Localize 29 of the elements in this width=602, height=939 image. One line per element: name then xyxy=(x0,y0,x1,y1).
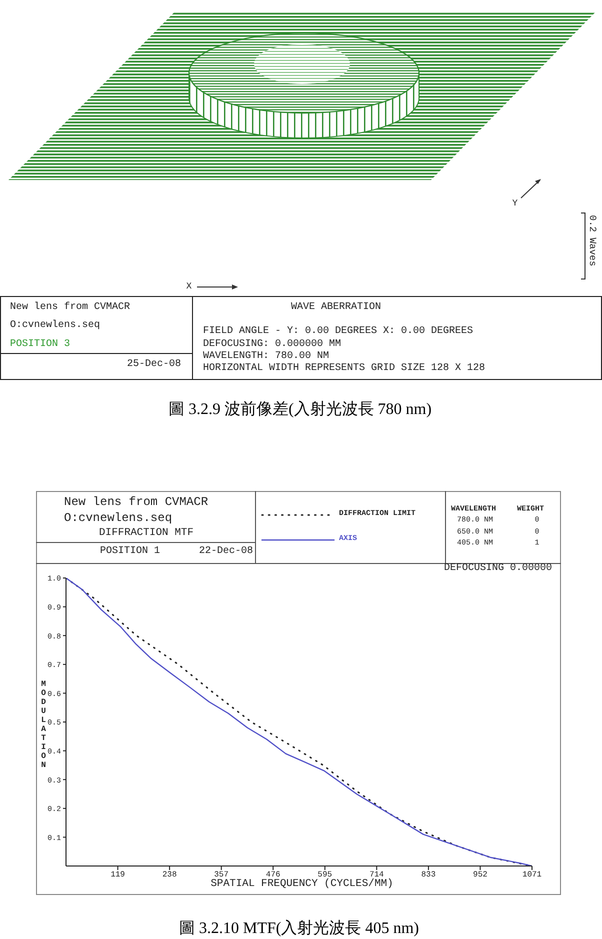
text: POSITION 3 xyxy=(10,339,70,350)
caption: 圖 3.2.10 MTF(入射光波長 405 nm) xyxy=(179,920,419,937)
text: WAVE ABERRATION xyxy=(290,302,382,313)
text: Y xyxy=(512,198,518,208)
x-tick-label: 357 xyxy=(214,870,229,880)
text: O:cvnewlens.seq xyxy=(10,320,100,331)
text: WAVELENGTH: 780.00 NM xyxy=(203,351,330,362)
chart-title: DIFFRACTION MTF xyxy=(99,526,194,538)
text: 0.2 Waves xyxy=(586,215,598,266)
text: X xyxy=(186,282,192,292)
x-tick-label: 238 xyxy=(162,870,177,880)
x-axis-title: SPATIAL FREQUENCY (CYCLES/MM) xyxy=(210,878,394,890)
text: HORIZONTAL WIDTH REPRESENTS GRID SIZE 128 X 128 xyxy=(203,363,486,374)
caption: 圖 3.2.9 波前像差(入射光波長 780 nm) xyxy=(168,401,432,418)
x-tick-label: 1071 xyxy=(522,870,542,880)
x-tick-label: 833 xyxy=(421,870,436,880)
text: O:cvnewlens.seq xyxy=(64,510,172,524)
text: DEFOCUSING: 0.000000 MM xyxy=(203,339,342,350)
text: New lens from CVMACR xyxy=(64,495,208,509)
text: New lens from CVMACR xyxy=(10,302,130,313)
y-axis-title: MODULATION xyxy=(39,680,48,770)
text: 25-Dec-08 xyxy=(126,359,181,370)
x-tick-label: 476 xyxy=(266,870,281,880)
text: 22-Dec-08 xyxy=(198,546,253,557)
text: POSITION 1 xyxy=(100,546,160,557)
text: FIELD ANGLE - Y: 0.00 DEGREES X: 0.00 DEGREES xyxy=(203,326,474,337)
x-tick-label: 952 xyxy=(473,870,488,880)
text: DEFOCUSING 0.00000 xyxy=(444,563,552,574)
x-tick-label: 119 xyxy=(110,870,126,880)
